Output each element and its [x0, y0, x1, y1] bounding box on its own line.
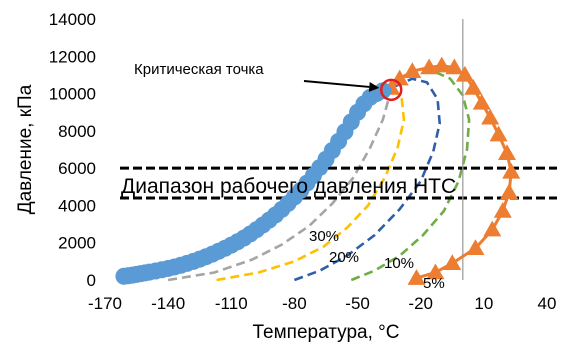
- band-label: Диапазон рабочего давления НТС: [121, 175, 456, 198]
- dew-point-marker: [455, 65, 474, 82]
- quality-line-5pct: [350, 69, 471, 282]
- dew-point-marker: [403, 62, 422, 78]
- dew-point-marker: [500, 183, 519, 200]
- x-tick-label: 10: [474, 294, 493, 313]
- critical-point-arrow: [303, 80, 370, 88]
- bubble-point-marker: [374, 82, 392, 100]
- critical-point-label: Критическая точка: [134, 61, 264, 78]
- x-tick-label: -50: [345, 294, 370, 313]
- y-tick-label: 12000: [49, 47, 96, 66]
- quality-5-label: 5%: [423, 275, 445, 292]
- dew-point-marker: [483, 220, 502, 237]
- dew-point-marker: [426, 263, 445, 280]
- dew-point-marker: [466, 239, 485, 256]
- x-tick-label: 40: [538, 294, 557, 313]
- quality-line-10pct: [293, 77, 442, 282]
- y-tick-label: 6000: [58, 159, 96, 178]
- y-tick-label: 14000: [49, 10, 96, 29]
- y-tick-label: 8000: [58, 122, 96, 141]
- critical-point-arrowhead: [368, 81, 380, 92]
- y-tick-label: 0: [87, 271, 96, 290]
- y-tick-label: 2000: [58, 234, 96, 253]
- dew-point-line: [390, 64, 513, 280]
- dew-point-marker: [502, 162, 521, 179]
- dew-point-marker: [445, 58, 464, 75]
- x-tick-label: -20: [408, 294, 433, 313]
- dew-point-marker: [489, 125, 508, 142]
- y-tick-label: 4000: [58, 196, 96, 215]
- quality-20-label: 20%: [329, 249, 359, 266]
- dew-point-marker: [493, 202, 512, 218]
- dew-point-marker: [481, 108, 500, 125]
- x-tick-label: -80: [282, 294, 307, 313]
- dew-point-marker: [407, 269, 426, 285]
- quality-10-label: 10%: [384, 255, 414, 272]
- dew-point-marker: [443, 254, 462, 270]
- dew-point-marker: [498, 144, 517, 160]
- critical-point-marker: [379, 78, 403, 102]
- dew-point-marker: [432, 56, 451, 73]
- dew-point-marker: [420, 58, 439, 75]
- y-axis-title: Давление, кПа: [15, 84, 36, 214]
- dew-point-marker: [464, 78, 483, 95]
- x-tick-label: -140: [151, 294, 185, 313]
- y-tick-label: 10000: [49, 85, 96, 104]
- x-tick-label: -170: [88, 294, 122, 313]
- quality-30-label: 30%: [309, 228, 339, 245]
- quality-line-20pct: [216, 88, 406, 282]
- dew-point-marker: [472, 93, 491, 110]
- quality-line-30pct: [167, 96, 391, 282]
- x-tick-label: -110: [215, 294, 248, 313]
- x-axis-title: Температура, °C: [253, 322, 400, 343]
